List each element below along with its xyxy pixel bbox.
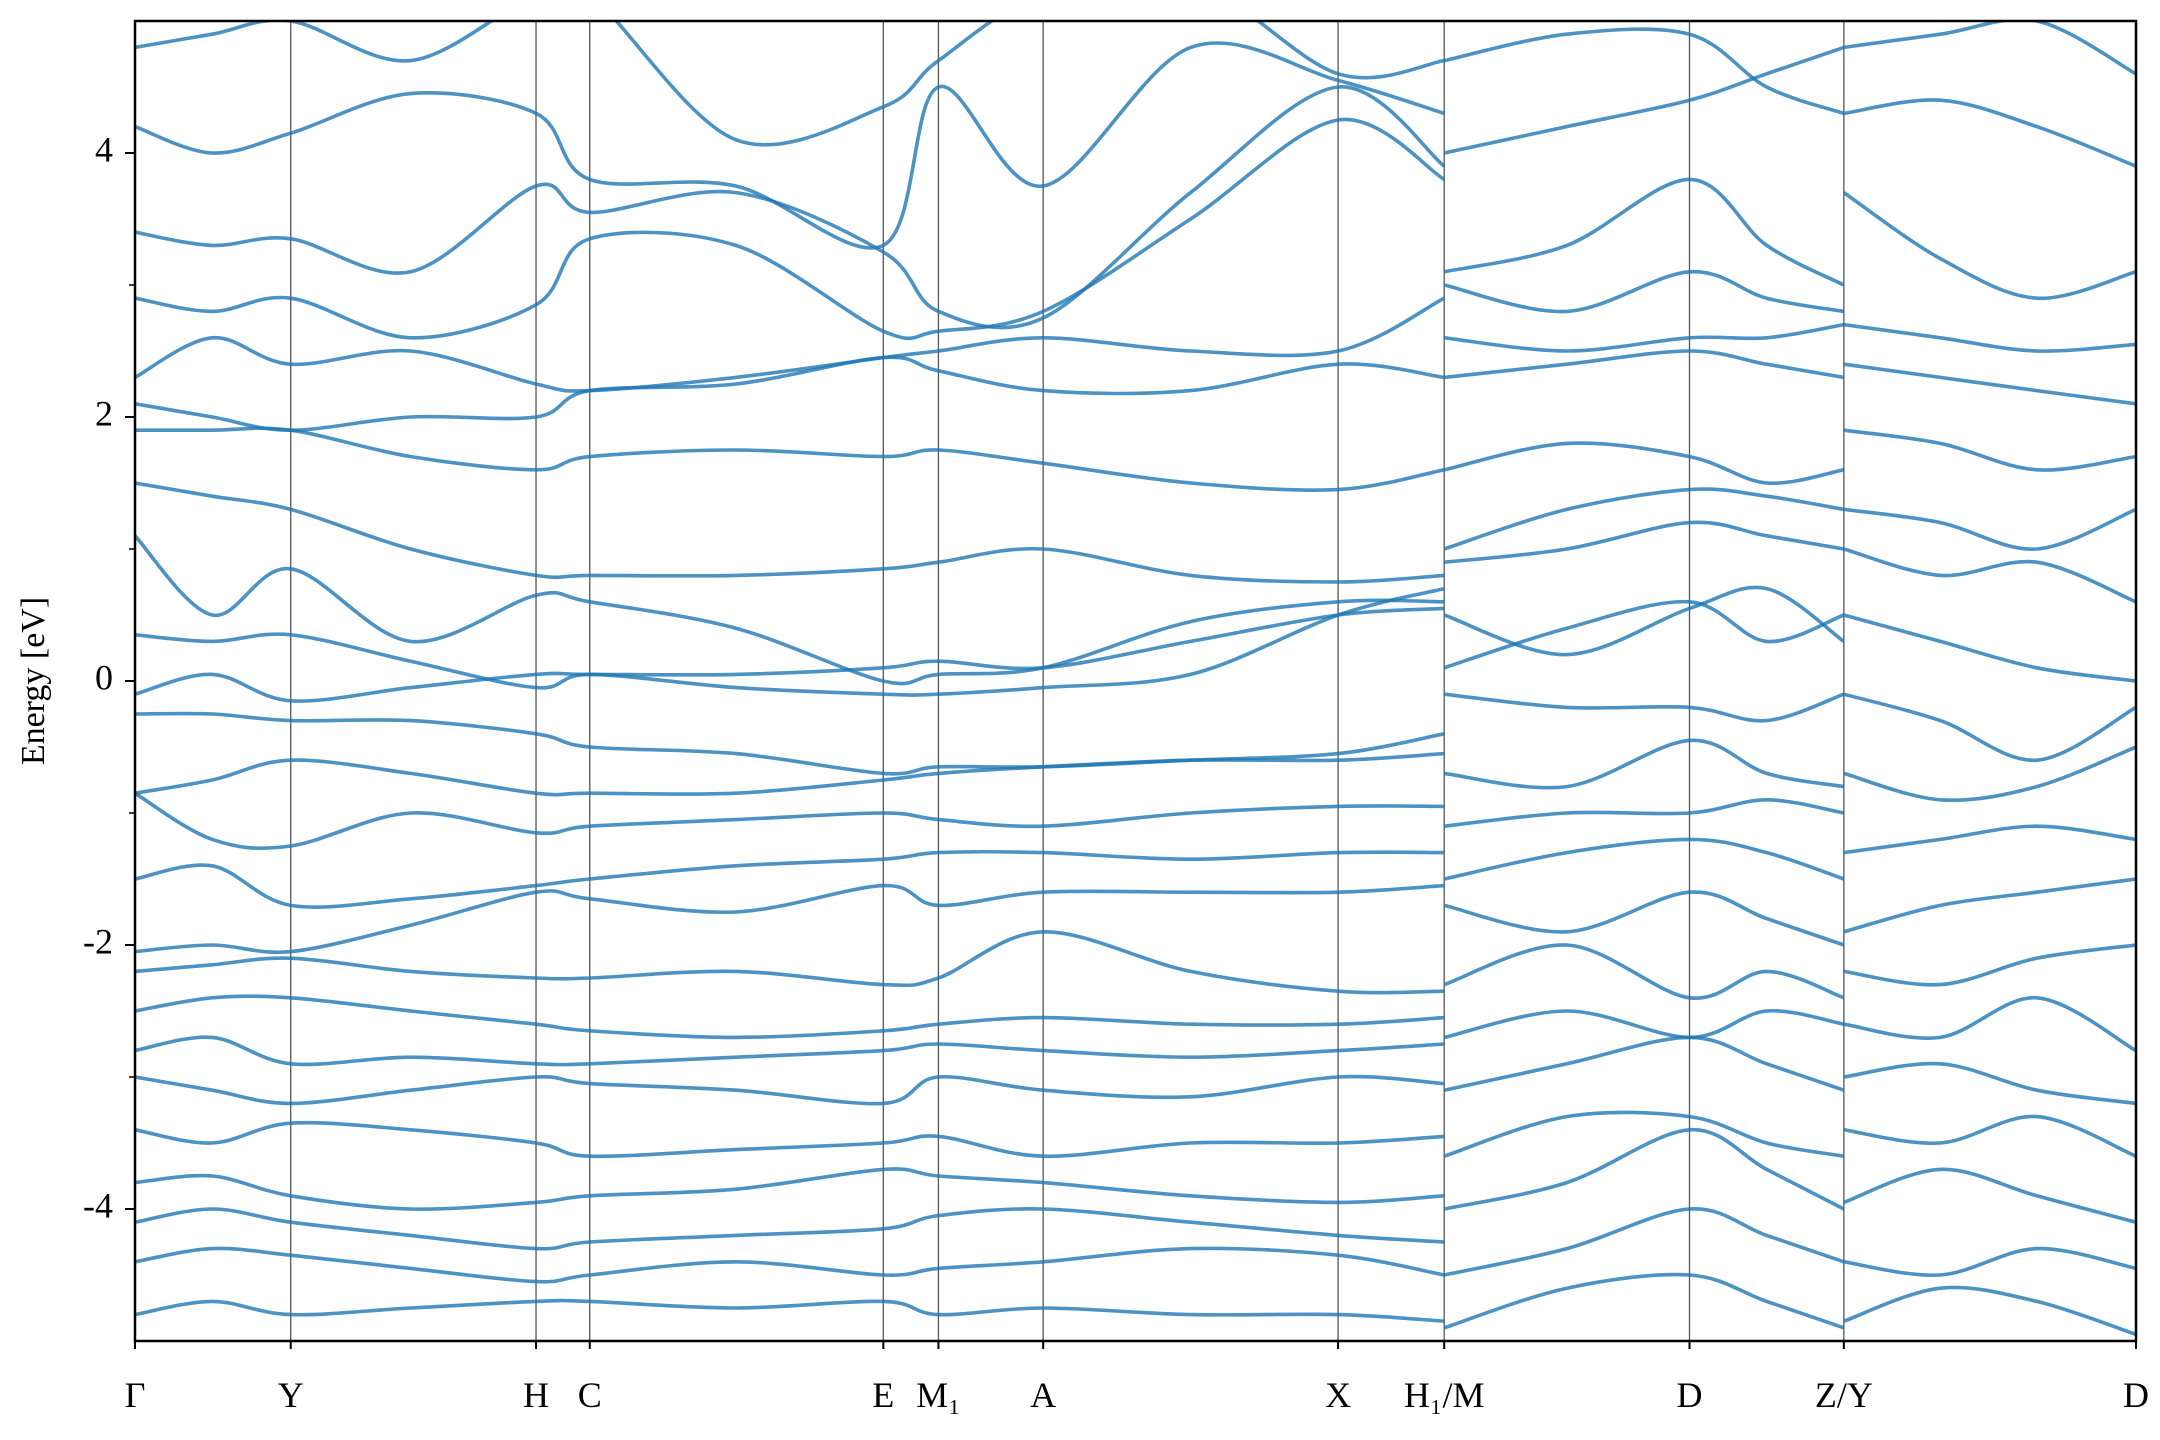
x-tick-label: X: [1325, 1375, 1351, 1415]
band: [1443, 269, 1845, 314]
x-tick-label: A: [1030, 1375, 1056, 1415]
band: [1843, 362, 2136, 406]
band: [135, 791, 1445, 850]
band: [1843, 824, 2136, 855]
band: [135, 929, 1445, 995]
band: [1443, 1207, 1845, 1277]
x-tick-label: Z/Y: [1815, 1375, 1873, 1415]
band: [1443, 177, 1845, 287]
band: [1443, 349, 1845, 380]
band: [135, 1120, 1445, 1159]
band: [1443, 1272, 1845, 1330]
band: [1843, 428, 2136, 472]
band: [1843, 98, 2136, 168]
band: [135, 1207, 1445, 1251]
band: [1443, 45, 1845, 155]
band: [1443, 837, 1845, 881]
y-tick-label: 0: [95, 657, 113, 697]
band: [135, 296, 1446, 393]
x-tick-label: Γ: [125, 1375, 146, 1415]
band: [1443, 797, 1845, 828]
band: [135, 534, 1445, 686]
band: [1842, 191, 2136, 301]
band: [135, 481, 1445, 584]
x-tick-label: H₁/M: [1404, 1375, 1485, 1415]
band: [135, 1298, 1445, 1323]
band: [1443, 890, 1845, 947]
band: [135, 1167, 1445, 1211]
band: [1443, 692, 1845, 723]
band: [135, 1035, 1445, 1067]
x-tick-label: H: [523, 1375, 549, 1415]
band: [135, 606, 1445, 703]
y-tick-label: 2: [95, 393, 113, 433]
band: [135, 994, 1445, 1040]
plot-frame: [133, 19, 2138, 1343]
band: [1843, 547, 2136, 604]
bands: [135, 21, 2136, 1337]
band: [135, 586, 1445, 697]
band: [1843, 995, 2136, 1053]
x-tick-label: D: [2123, 1375, 2149, 1415]
x-tick-label: D: [1676, 1375, 1702, 1415]
band: [135, 1074, 1445, 1106]
band: [1843, 745, 2136, 803]
band: [1443, 27, 1845, 116]
band: [1443, 520, 1845, 564]
x-tick-label: Y: [278, 1375, 304, 1415]
band: [1443, 1110, 1845, 1158]
y-tick-label: -4: [83, 1185, 113, 1225]
band: [135, 849, 1445, 909]
band: [135, 1246, 1445, 1284]
band: [1443, 585, 1845, 657]
band: [135, 711, 1445, 776]
band: [135, 117, 1446, 341]
x-tick-label: M₁: [916, 1375, 961, 1415]
band: [135, 41, 1445, 250]
band: [1443, 1127, 1845, 1211]
band: [1843, 613, 2136, 683]
band: [135, 85, 1446, 330]
band: [1443, 322, 1845, 353]
band: [1443, 441, 1845, 485]
band: [135, 355, 1445, 433]
band: [1443, 1009, 1845, 1040]
band: [1843, 1285, 2136, 1337]
band: [1443, 487, 1845, 551]
band: [1843, 322, 2136, 353]
band: [135, 426, 1445, 492]
band: [1843, 877, 2136, 934]
band: [1443, 1035, 1845, 1092]
band: [1443, 599, 1845, 670]
band: [1843, 943, 2136, 987]
band: [1843, 507, 2136, 551]
band: [135, 21, 1445, 147]
band: [135, 883, 1445, 955]
x-tick-label: E: [872, 1375, 894, 1415]
band: [1843, 1061, 2136, 1106]
band: [1443, 943, 1845, 1000]
band: [1843, 1246, 2136, 1278]
x-tick-label: C: [578, 1375, 602, 1415]
band: [1843, 1167, 2136, 1224]
band: [1443, 738, 1845, 790]
y-tick-label: 4: [95, 129, 113, 169]
band: [1843, 1114, 2136, 1158]
y-axis-label: Energy [eV]: [15, 597, 52, 765]
band: [1843, 21, 2136, 76]
y-tick-label: -2: [83, 921, 113, 961]
band: [1843, 692, 2136, 763]
